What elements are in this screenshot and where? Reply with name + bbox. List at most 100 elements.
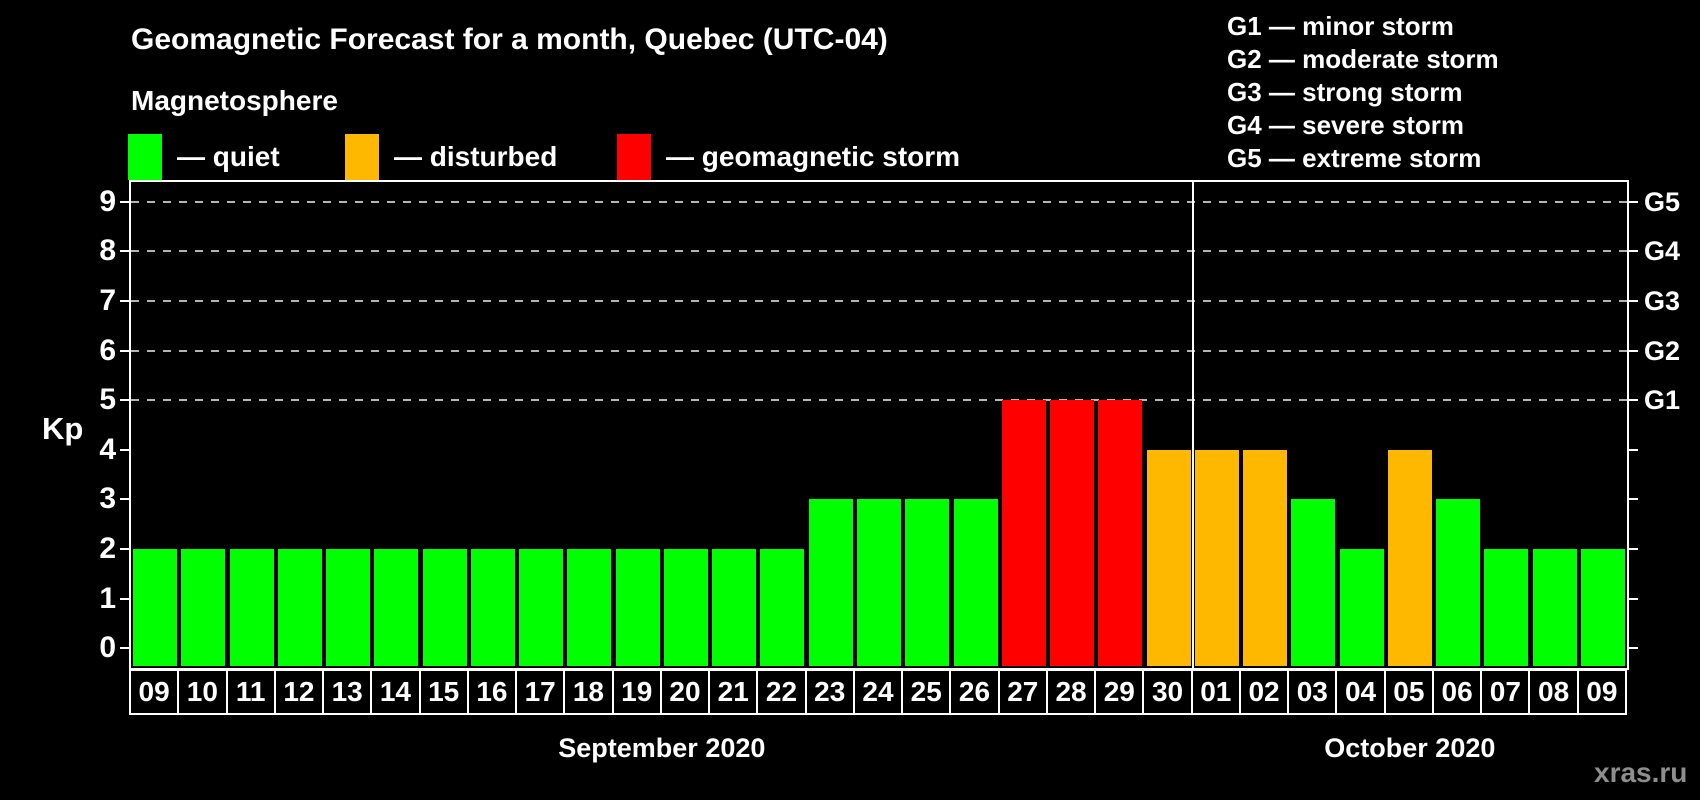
kp-bar-17 — [519, 548, 564, 666]
y-tick — [120, 498, 131, 501]
y-tick — [120, 448, 131, 451]
kp-bar-21 — [712, 548, 757, 666]
legend-item-storm: — geomagnetic storm — [617, 134, 960, 180]
day-cell-27: 27 — [997, 669, 1048, 715]
kp-bar-30 — [1146, 449, 1191, 666]
gridline-kp5 — [131, 399, 1627, 402]
g-legend-line: G4 — severe storm — [1227, 110, 1465, 140]
kp-bar-15 — [422, 548, 467, 666]
day-cell-26: 26 — [949, 669, 1000, 715]
y-tick — [120, 300, 131, 303]
g-legend-line: G1 — minor storm — [1227, 11, 1454, 41]
y-tick-right — [1627, 647, 1638, 650]
g-legend-line: G2 — moderate storm — [1227, 44, 1499, 74]
day-cell-15: 15 — [418, 669, 469, 715]
chart-title: Geomagnetic Forecast for a month, Quebec… — [131, 23, 888, 56]
legend-item-label: — quiet — [177, 141, 280, 172]
kp-bar-25 — [905, 499, 950, 666]
kp-bar-19 — [615, 548, 660, 666]
day-cell-21: 21 — [708, 669, 759, 715]
day-cell-17: 17 — [515, 669, 566, 715]
day-cell-07: 07 — [1480, 669, 1531, 715]
day-cell-14: 14 — [370, 669, 421, 715]
kp-bar-28 — [1050, 400, 1095, 666]
g-legend-line: G5 — extreme storm — [1227, 143, 1482, 173]
gridline-kp9 — [131, 200, 1627, 203]
kp-bar-18 — [567, 548, 612, 666]
day-cell-04: 04 — [1335, 669, 1386, 715]
disturbed-swatch-icon — [345, 134, 379, 180]
kp-bar-08 — [1532, 548, 1577, 666]
y-tick-right — [1627, 448, 1638, 451]
kp-bar-13 — [326, 548, 371, 666]
kp-bar-16 — [470, 548, 515, 666]
y-tick-label: 8 — [99, 234, 116, 268]
g-axis-label-G2: G2 — [1644, 335, 1681, 366]
g-axis-label-G1: G1 — [1644, 385, 1681, 416]
month-label: October 2020 — [1324, 733, 1496, 763]
legend-item-disturbed: — disturbed — [345, 134, 557, 180]
day-cell-02: 02 — [1238, 669, 1290, 715]
y-tick-right — [1627, 300, 1638, 303]
y-tick — [120, 597, 131, 600]
day-cell-19: 19 — [611, 669, 662, 715]
kp-bar-22 — [760, 548, 805, 666]
kp-bar-23 — [808, 499, 853, 666]
kp-bar-12 — [277, 548, 322, 666]
y-tick-label: 3 — [99, 482, 116, 516]
day-cell-06: 06 — [1431, 669, 1483, 715]
storm-swatch-icon — [617, 134, 651, 180]
day-cell-10: 10 — [177, 669, 228, 715]
day-cell-12: 12 — [273, 669, 325, 715]
y-tick-right — [1627, 349, 1638, 352]
g-axis-label-G4: G4 — [1644, 236, 1681, 267]
kp-bar-06 — [1436, 499, 1481, 666]
y-tick-label: 7 — [99, 284, 116, 318]
y-tick-right — [1627, 200, 1638, 203]
y-tick-label: 1 — [99, 581, 116, 615]
day-cell-30: 30 — [1142, 669, 1193, 715]
y-tick-right — [1627, 399, 1638, 402]
legend-item-label: — disturbed — [394, 141, 558, 172]
gridline-kp8 — [131, 250, 1627, 253]
y-tick-right — [1627, 547, 1638, 550]
y-tick-label: 9 — [99, 184, 116, 218]
kp-bar-29 — [1098, 400, 1143, 666]
day-cell-03: 03 — [1287, 669, 1338, 715]
y-tick — [120, 250, 131, 253]
kp-bar-11 — [229, 548, 274, 666]
y-tick-label: 5 — [99, 383, 116, 417]
y-tick — [120, 349, 131, 352]
y-tick-right — [1627, 597, 1638, 600]
kp-bar-05 — [1387, 449, 1432, 666]
kp-bar-07 — [1484, 548, 1529, 666]
kp-bar-24 — [857, 499, 901, 666]
kp-bar-27 — [1001, 400, 1046, 666]
y-tick — [120, 200, 131, 203]
day-cell-05: 05 — [1383, 669, 1434, 715]
magnetosphere-label: Magnetosphere — [131, 85, 338, 116]
g-scale-legend: G1 — minor storm G2 — moderate storm G3 — … — [1227, 10, 1499, 175]
month-separator-line — [1191, 182, 1194, 668]
y-tick-label: 2 — [99, 531, 116, 565]
legend-item-quiet: — quiet — [128, 134, 280, 180]
day-cell-20: 20 — [659, 669, 711, 715]
day-cell-28: 28 — [1045, 669, 1097, 715]
day-cell-11: 11 — [225, 669, 276, 715]
y-tick-right — [1627, 498, 1638, 501]
legend-item-label: — geomagnetic storm — [666, 141, 961, 172]
day-cell-23: 23 — [804, 669, 855, 715]
g-axis-label-G5: G5 — [1644, 186, 1681, 217]
gridline-kp6 — [131, 349, 1627, 352]
day-cell-01: 01 — [1190, 669, 1241, 715]
g-legend-line: G3 — strong storm — [1227, 77, 1463, 107]
day-cell-25: 25 — [901, 669, 952, 715]
kp-bar-04 — [1339, 548, 1384, 666]
month-label: September 2020 — [558, 733, 766, 763]
day-cell-09: 09 — [129, 669, 180, 715]
watermark-xras: xras.ru — [1594, 757, 1688, 788]
day-cell-09: 09 — [1576, 669, 1627, 715]
kp-bar-09 — [133, 548, 178, 666]
